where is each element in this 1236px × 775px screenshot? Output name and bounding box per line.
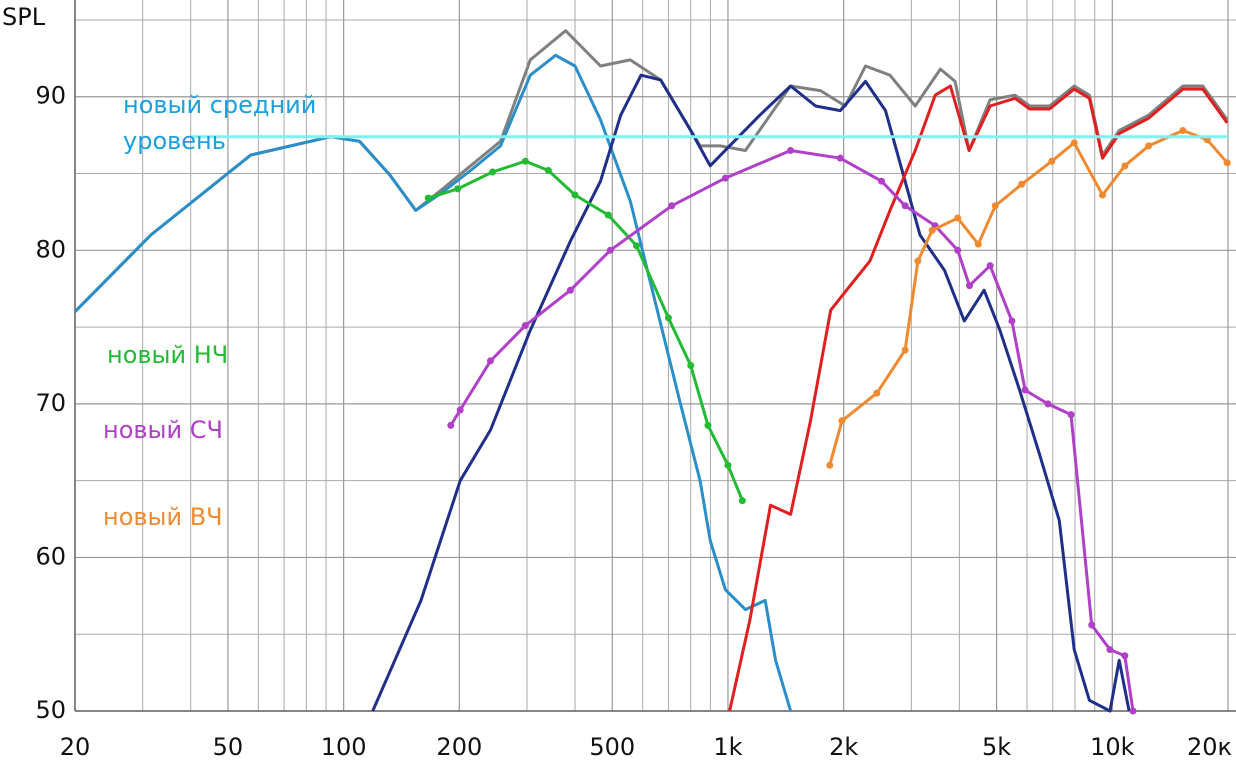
point (901, 346, 909, 354)
point (521, 157, 529, 165)
point (1048, 157, 1056, 165)
x-tick-label: 2k (829, 733, 858, 761)
series-label: новый средний уровень (123, 91, 317, 155)
point (668, 202, 676, 210)
x-tick-label: 10k (1090, 733, 1135, 761)
point (632, 242, 640, 250)
y-tick-label: 60 (35, 542, 66, 570)
point (986, 262, 994, 270)
x-tick-label: 50 (213, 733, 244, 761)
point (456, 406, 464, 414)
point (1179, 127, 1187, 135)
point (424, 194, 432, 202)
x-tick-label: 5k (982, 733, 1011, 761)
x-tick-label: 20к (1187, 733, 1232, 761)
point (965, 282, 973, 290)
point (954, 214, 962, 222)
point (914, 257, 922, 265)
point (974, 240, 982, 248)
point (664, 314, 672, 322)
point (1067, 411, 1075, 419)
y-tick-label: 90 (35, 82, 66, 110)
point (1088, 621, 1096, 629)
point (991, 202, 999, 210)
series-line (828, 129, 1229, 466)
point (1008, 317, 1016, 325)
x-tick-label: 200 (436, 733, 482, 761)
x-tick-label: 20 (60, 733, 91, 761)
series-label: новый СЧ (103, 416, 223, 444)
point (878, 177, 886, 185)
point (1129, 707, 1137, 715)
point (954, 246, 962, 254)
y-tick-label: 50 (35, 696, 66, 724)
series-line (73, 53, 793, 712)
point (1121, 652, 1129, 660)
point (836, 154, 844, 162)
point (486, 357, 494, 365)
point (606, 246, 614, 254)
point (1070, 139, 1078, 147)
series-line (728, 84, 1229, 712)
point (787, 146, 795, 154)
point (704, 421, 712, 429)
point (901, 202, 909, 210)
y-axis-label: SPL (2, 3, 46, 31)
point (544, 166, 552, 174)
point (489, 168, 497, 176)
point (826, 461, 834, 469)
point (566, 286, 574, 294)
point (1145, 142, 1153, 150)
point (1018, 180, 1026, 188)
series-label: новый ВЧ (103, 503, 223, 531)
x-tick-label: 100 (321, 733, 367, 761)
point (1121, 162, 1129, 170)
point (738, 497, 746, 505)
point (873, 389, 881, 397)
point (1044, 400, 1052, 408)
point (687, 361, 695, 369)
point (454, 185, 462, 193)
point (571, 191, 579, 199)
point (521, 322, 529, 330)
point (1099, 191, 1107, 199)
x-tick-label: 1k (713, 733, 742, 761)
point (604, 211, 612, 219)
point (838, 417, 846, 425)
point (721, 174, 729, 182)
point (447, 421, 455, 429)
point (1223, 159, 1231, 167)
series-line (73, 29, 1229, 313)
series-line (371, 73, 1131, 713)
x-tick-label: 500 (589, 733, 635, 761)
point (928, 226, 936, 234)
point (1021, 386, 1029, 394)
point (1106, 646, 1114, 654)
series-line (449, 149, 1135, 712)
y-tick-label: 70 (35, 389, 66, 417)
y-tick-label: 80 (35, 235, 66, 263)
point (724, 461, 732, 469)
series-label: новый НЧ (107, 341, 229, 369)
